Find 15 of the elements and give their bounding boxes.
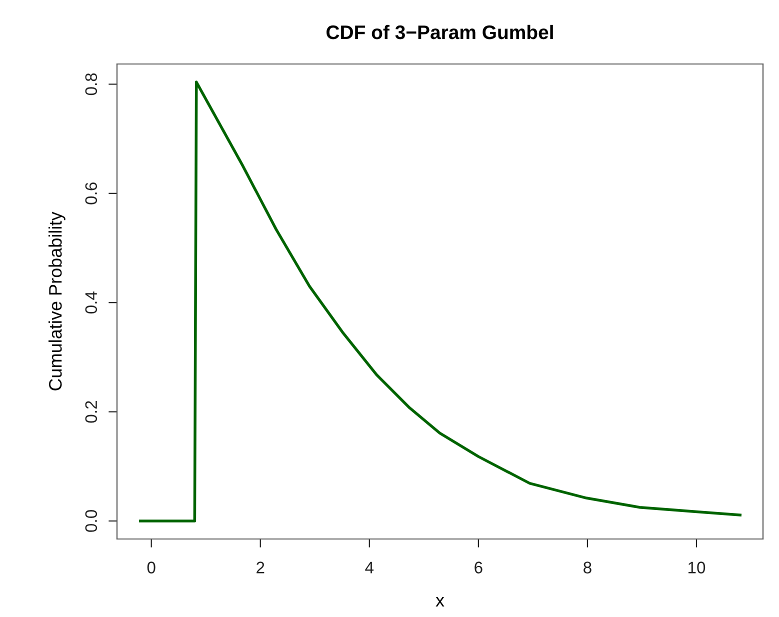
y-tick-label: 0.4 [85,291,98,314]
y-axis-title: Cumulative Probability [48,212,66,390]
line-series [139,80,742,522]
y-tick-label: 0.2 [85,401,98,423]
y-tick-label: 0.8 [85,73,98,96]
chart-title: CDF of 3−Param Gumbel [326,24,553,40]
x-tick-label: 10 [688,562,706,574]
x-tick-label: 8 [584,562,592,574]
x-axis-title: x [436,596,444,607]
x-tick-label: 4 [365,562,374,574]
x-tick-label: 0 [147,562,156,574]
x-tick-label: 6 [474,562,482,574]
y-tick-label: 0.6 [85,182,98,204]
y-tick-label: 0.0 [85,510,98,532]
x-tick-label: 2 [256,562,264,574]
